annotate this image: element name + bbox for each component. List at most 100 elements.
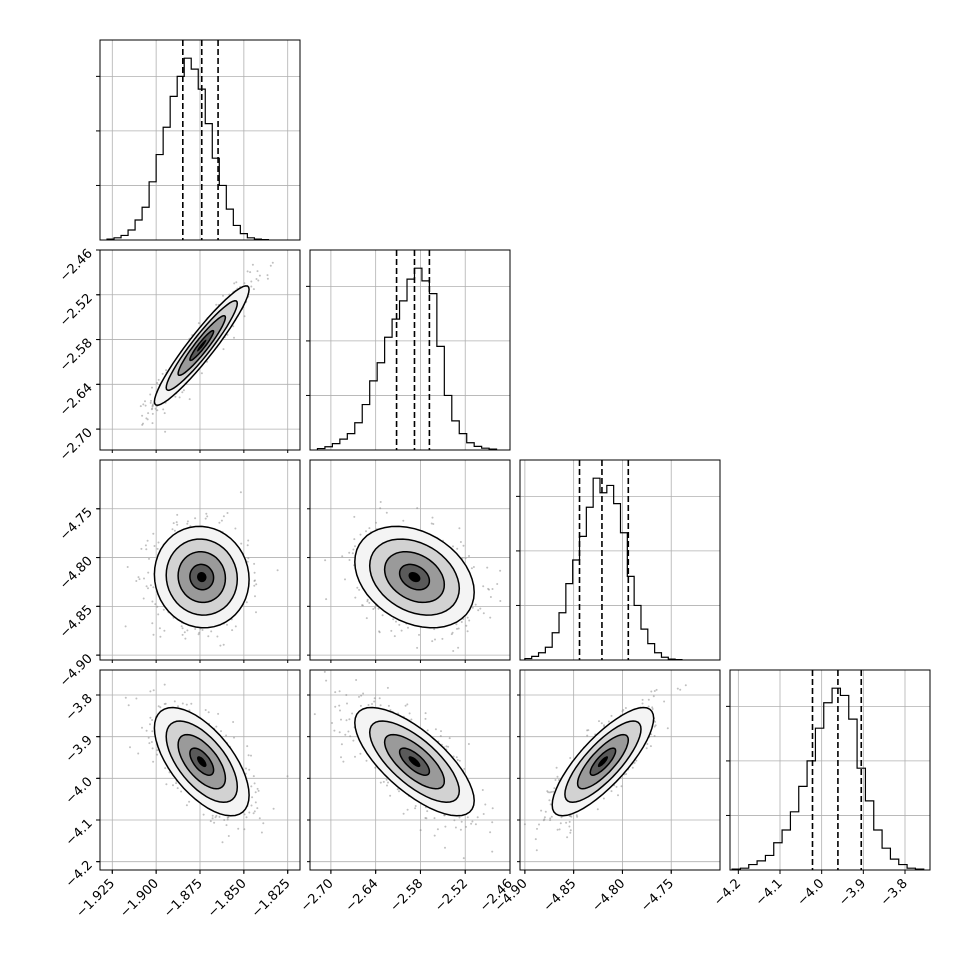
density-peak (408, 572, 421, 583)
scatter-point (596, 808, 599, 811)
scatter-point (647, 698, 650, 701)
scatter-point (226, 512, 229, 514)
panel-content (100, 250, 300, 450)
x-tick-label: −4.2 (711, 876, 744, 909)
scatter-point (426, 810, 429, 813)
scatter-point (251, 263, 254, 266)
scatter-point (456, 547, 459, 550)
scatter-point (204, 709, 207, 711)
scatter-point (152, 633, 155, 636)
scatter-point (576, 815, 579, 818)
scatter-point (214, 816, 217, 819)
scatter-point (124, 696, 127, 699)
scatter-point (368, 601, 371, 604)
scatter-point (157, 705, 160, 708)
scatter-point (624, 707, 627, 709)
scatter-point (255, 583, 258, 586)
scatter-point (444, 825, 447, 828)
scatter-point (286, 775, 289, 778)
scatter-point (374, 766, 377, 769)
x-tick-label: −1.900 (117, 876, 162, 921)
scatter-point (253, 782, 256, 785)
scatter-point (482, 813, 485, 815)
scatter-point (181, 391, 184, 394)
scatter-point (171, 528, 174, 531)
scatter-point (373, 700, 376, 703)
scatter-point (466, 630, 469, 633)
scatter-point (378, 697, 381, 700)
scatter-point (234, 625, 237, 628)
y-tick-label: −3.8 (63, 691, 96, 724)
scatter-point (434, 638, 436, 641)
scatter-point (338, 731, 341, 734)
scatter-point (175, 782, 178, 785)
scatter-point (453, 819, 456, 822)
scatter-point (184, 637, 187, 640)
scatter-point (555, 766, 558, 769)
scatter-point (164, 430, 167, 433)
scatter-point (654, 724, 657, 727)
histogram-step (524, 477, 683, 661)
x-tick-label: −4.0 (795, 876, 828, 909)
scatter-point (243, 315, 246, 318)
scatter-point (154, 407, 157, 410)
panel-frame (519, 459, 721, 661)
scatter-point (221, 841, 224, 844)
scatter-point (452, 650, 455, 652)
scatter-point (439, 735, 442, 737)
scatter-point (147, 736, 150, 739)
scatter-point (566, 836, 569, 839)
scatter-point (617, 794, 619, 797)
scatter-point (374, 606, 376, 609)
scatter-point (163, 412, 166, 415)
scatter-point (143, 577, 145, 580)
panel-content (520, 670, 720, 870)
scatter-point (142, 403, 145, 406)
scatter-point (186, 522, 189, 525)
scatter-point (222, 643, 225, 646)
x-tick-label: −1.825 (249, 876, 294, 921)
scatter-point (546, 790, 549, 793)
scatter-point (398, 790, 400, 793)
scatter-point (348, 551, 351, 554)
scatter-point (462, 544, 465, 547)
scatter-point (440, 730, 442, 733)
scatter-point (258, 817, 261, 820)
scatter-point (434, 728, 437, 731)
scatter-point (468, 619, 471, 622)
scatter-point (652, 695, 655, 698)
scatter-point (379, 507, 382, 510)
scatter-point (142, 597, 145, 600)
scatter-point (202, 813, 205, 816)
scatter-point (484, 803, 487, 806)
scatter-point (174, 395, 177, 398)
contour-line (368, 538, 461, 616)
scatter-point (151, 422, 154, 425)
scatter-point (482, 585, 485, 588)
scatter-point (558, 828, 561, 831)
scatter-point (126, 566, 129, 568)
scatter-point (368, 527, 371, 530)
scatter-point (476, 816, 479, 819)
scatter-point (349, 735, 352, 738)
scatter-point (482, 612, 485, 615)
scatter-point (457, 646, 460, 649)
scatter-point (386, 784, 388, 787)
scatter-point (540, 809, 543, 812)
scatter-point (220, 519, 223, 522)
scatter-point (175, 521, 178, 524)
scatter-point (653, 735, 656, 737)
scatter-point (323, 670, 326, 673)
scatter-point (211, 814, 214, 817)
scatter-point (247, 539, 250, 542)
histogram-panel-2 (516, 459, 721, 661)
scatter-point (355, 679, 358, 681)
scatter-point (389, 794, 392, 797)
scatter-point (176, 523, 179, 526)
scatter-point (359, 752, 362, 755)
scatter-point (647, 705, 650, 708)
scatter-point (181, 627, 184, 630)
scatter-point (362, 692, 365, 695)
scatter-point (248, 768, 251, 771)
scatter-point (568, 820, 571, 823)
